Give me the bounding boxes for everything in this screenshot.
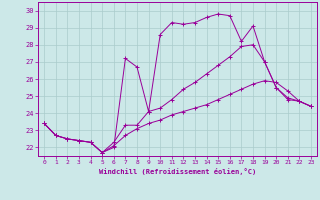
- X-axis label: Windchill (Refroidissement éolien,°C): Windchill (Refroidissement éolien,°C): [99, 168, 256, 175]
